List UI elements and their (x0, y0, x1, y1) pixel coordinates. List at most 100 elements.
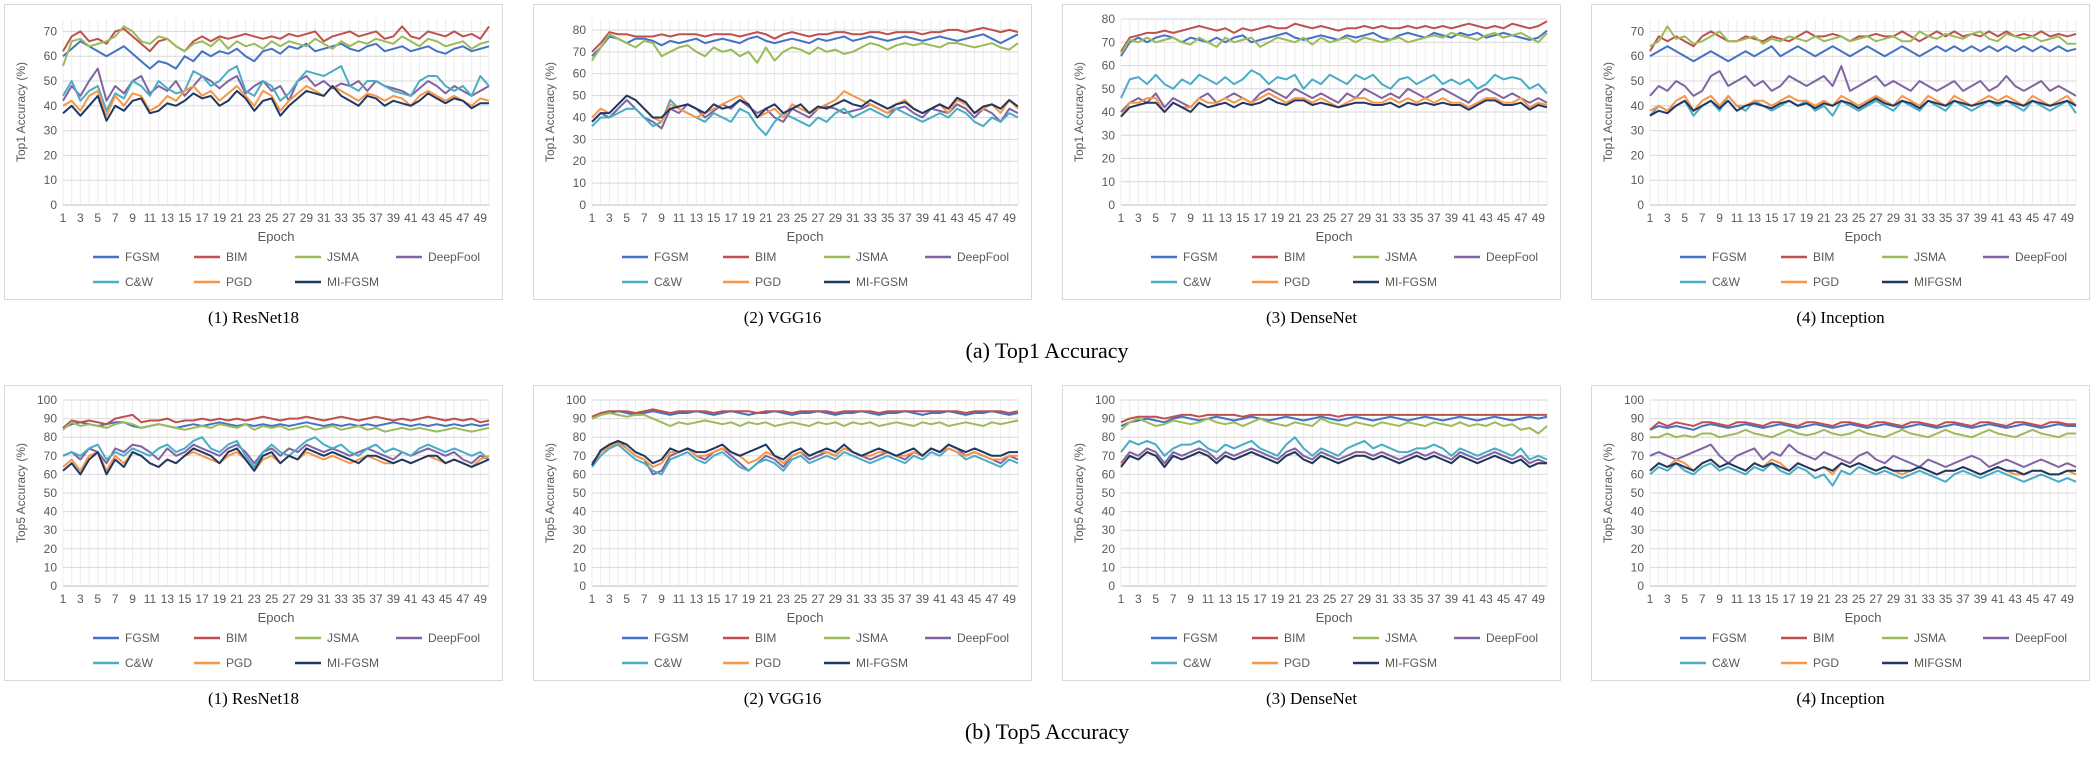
x-tick-label: 33 (1393, 592, 1407, 606)
legend-item: FGSM (1151, 631, 1218, 645)
x-tick-label: 21 (759, 211, 773, 225)
y-tick-label: 10 (573, 560, 587, 574)
legend-item: PGD (1252, 275, 1310, 289)
series-line (1649, 94, 2077, 112)
legend-label: JSMA (327, 250, 359, 264)
x-tick-label: 27 (282, 592, 296, 606)
y-tick-label: 0 (579, 198, 586, 212)
y-tick-label: 50 (44, 74, 58, 88)
x-tick-label: 11 (144, 592, 157, 606)
series-line (62, 421, 490, 433)
x-tick-label: 43 (950, 211, 964, 225)
y-tick-label: 20 (44, 542, 58, 556)
x-tick-label: 41 (1462, 211, 1476, 225)
y-tick-label: 0 (1637, 579, 1644, 593)
series-line (62, 40, 490, 70)
x-tick-label: 19 (1271, 211, 1285, 225)
legend-item: MI-FGSM (1353, 656, 1437, 670)
y-tick-label: 30 (44, 523, 58, 537)
y-axis-label: Top5 Accuracy (%) (543, 443, 557, 543)
series-line (1649, 421, 2076, 431)
legend-label: BIM (1813, 250, 1834, 264)
x-tick-label: 45 (968, 592, 982, 606)
series-line (591, 94, 1019, 123)
x-tick-label: 37 (898, 592, 912, 606)
legend-item: PGD (1252, 656, 1310, 670)
y-tick-label: 20 (44, 148, 58, 162)
x-axis-label: Epoch (787, 229, 824, 244)
legend-item: BIM (194, 631, 247, 645)
x-tick-label: 19 (213, 592, 227, 606)
x-tick-label: 47 (456, 592, 470, 606)
legend-item: C&W (93, 275, 154, 289)
x-tick-label: 3 (1664, 592, 1671, 606)
legend-item: MIFGSM (1882, 275, 1962, 289)
legend-label: BIM (755, 631, 776, 645)
x-tick-label: 9 (1187, 592, 1194, 606)
y-tick-label: 60 (44, 467, 58, 481)
chart-subtitle: (1) ResNet18 (207, 308, 300, 327)
x-tick-label: 29 (300, 592, 314, 606)
legend-label: MI-FGSM (1385, 275, 1437, 289)
y-tick-label: 30 (1102, 523, 1116, 537)
y-tick-label: 10 (1102, 560, 1116, 574)
series-line (591, 439, 1019, 476)
x-tick-label: 47 (2043, 211, 2057, 225)
y-axis-label: Top5 Accuracy (%) (14, 443, 28, 543)
x-tick-label: 31 (317, 211, 331, 225)
chart-subtitle: (2) VGG16 (743, 308, 822, 327)
y-tick-label: 70 (1631, 449, 1645, 463)
x-tick-label: 27 (1340, 592, 1354, 606)
x-tick-label: 1 (589, 592, 596, 606)
legend-label: BIM (226, 250, 247, 264)
x-tick-label: 39 (387, 592, 401, 606)
x-tick-label: 27 (1340, 211, 1354, 225)
y-tick-label: 20 (1631, 542, 1645, 556)
x-tick-label: 17 (724, 592, 738, 606)
x-tick-label: 27 (1869, 211, 1883, 225)
x-tick-label: 45 (968, 211, 982, 225)
y-tick-label: 80 (573, 430, 587, 444)
y-tick-label: 40 (1102, 105, 1116, 119)
x-tick-label: 41 (404, 592, 418, 606)
x-axis-label: Epoch (1316, 229, 1353, 244)
legend-item: FGSM (1680, 250, 1747, 264)
x-tick-label: 37 (898, 211, 912, 225)
x-tick-label: 33 (335, 211, 349, 225)
x-tick-label: 15 (1236, 592, 1250, 606)
x-tick-label: 27 (811, 211, 825, 225)
x-tick-label: 11 (673, 211, 686, 225)
x-tick-label: 1 (1118, 211, 1125, 225)
legend-label: FGSM (1183, 250, 1218, 264)
x-tick-label: 13 (161, 211, 175, 225)
y-tick-label: 0 (1637, 198, 1644, 212)
legend: FGSM BIM JSMA DeepFool C&W PGD MI-FGSM (622, 631, 1009, 670)
x-tick-label: 41 (933, 211, 947, 225)
x-tick-label: 37 (369, 592, 383, 606)
x-tick-label: 3 (77, 211, 84, 225)
legend-item: C&W (1680, 275, 1741, 289)
x-tick-label: 43 (950, 592, 964, 606)
x-tick-label: 23 (1835, 211, 1849, 225)
series-line (1120, 415, 1548, 427)
legend-label: MI-FGSM (327, 656, 379, 670)
x-tick-label: 3 (1664, 211, 1671, 225)
y-tick-label: 30 (573, 132, 587, 146)
x-tick-label: 41 (1462, 592, 1476, 606)
x-tick-label: 25 (794, 211, 808, 225)
x-tick-label: 31 (846, 211, 860, 225)
series-line (1649, 423, 2076, 431)
y-tick-label: 10 (44, 173, 58, 187)
x-tick-label: 17 (1253, 211, 1267, 225)
legend-item: BIM (194, 250, 247, 264)
x-tick-label: 45 (1497, 592, 1511, 606)
x-tick-label: 47 (2043, 592, 2057, 606)
x-tick-label: 45 (439, 211, 453, 225)
x-tick-label: 43 (1479, 211, 1493, 225)
y-tick-label: 50 (1102, 486, 1116, 500)
legend-item: C&W (1151, 656, 1212, 670)
x-tick-label: 37 (1956, 211, 1970, 225)
